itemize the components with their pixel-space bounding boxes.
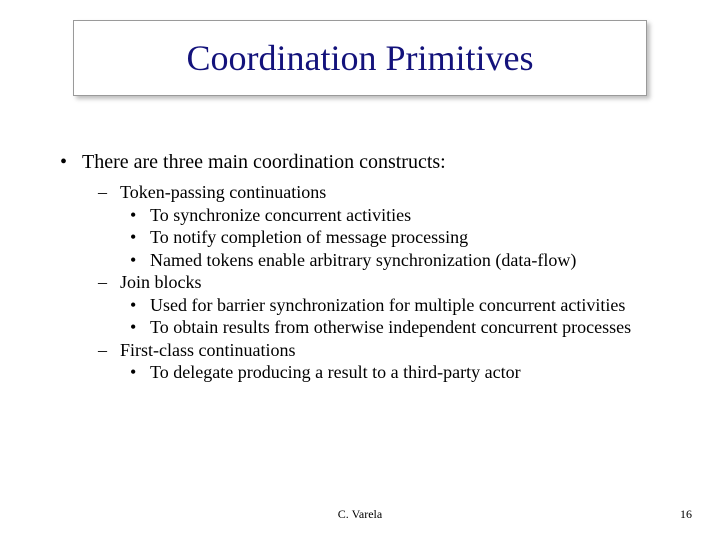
- bullet-text: Used for barrier synchronization for mul…: [150, 294, 670, 317]
- bullet-dot-icon: •: [130, 361, 150, 384]
- bullet-dot-icon: •: [130, 316, 150, 339]
- bullet-text: To delegate producing a result to a thir…: [150, 361, 670, 384]
- bullet-l3: • To notify completion of message proces…: [130, 226, 670, 249]
- bullet-text: To synchronize concurrent activities: [150, 204, 670, 227]
- bullet-l2: – First-class continuations: [98, 339, 670, 362]
- title-box: Coordination Primitives: [73, 20, 647, 96]
- bullet-text: There are three main coordination constr…: [82, 150, 670, 175]
- bullet-text: Named tokens enable arbitrary synchroniz…: [150, 249, 670, 272]
- bullet-l3: • Used for barrier synchronization for m…: [130, 294, 670, 317]
- bullet-text: To notify completion of message processi…: [150, 226, 670, 249]
- bullet-l3: • To synchronize concurrent activities: [130, 204, 670, 227]
- bullet-text: First-class continuations: [120, 339, 670, 362]
- bullet-dot-icon: •: [130, 226, 150, 249]
- bullet-l1: • There are three main coordination cons…: [60, 150, 670, 175]
- bullet-dot-icon: •: [130, 204, 150, 227]
- footer-page-number: 16: [680, 507, 692, 522]
- bullet-dash-icon: –: [98, 181, 120, 204]
- bullet-dash-icon: –: [98, 271, 120, 294]
- bullet-dash-icon: –: [98, 339, 120, 362]
- bullet-l3: • To obtain results from otherwise indep…: [130, 316, 670, 339]
- slide-body: • There are three main coordination cons…: [60, 150, 670, 384]
- bullet-l3: • To delegate producing a result to a th…: [130, 361, 670, 384]
- bullet-dot-icon: •: [60, 150, 82, 175]
- bullet-dot-icon: •: [130, 294, 150, 317]
- bullet-l2: – Token-passing continuations: [98, 181, 670, 204]
- bullet-l2: – Join blocks: [98, 271, 670, 294]
- footer-author: C. Varela: [0, 507, 720, 522]
- bullet-text: To obtain results from otherwise indepen…: [150, 316, 670, 339]
- slide: Coordination Primitives • There are thre…: [0, 0, 720, 540]
- bullet-text: Join blocks: [120, 271, 670, 294]
- bullet-text: Token-passing continuations: [120, 181, 670, 204]
- bullet-l3: • Named tokens enable arbitrary synchron…: [130, 249, 670, 272]
- bullet-dot-icon: •: [130, 249, 150, 272]
- slide-title: Coordination Primitives: [187, 37, 534, 79]
